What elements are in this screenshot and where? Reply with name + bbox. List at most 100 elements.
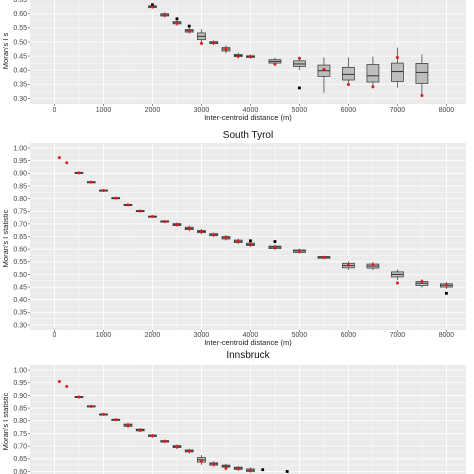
mean-point xyxy=(77,395,81,399)
outlier-point xyxy=(445,291,448,295)
outlier-point xyxy=(187,24,191,28)
x-tick-label: 3000 xyxy=(194,107,210,114)
y-tick-label: 1.00 xyxy=(13,367,27,374)
mean-point xyxy=(163,220,167,224)
y-tick-label: 0.45 xyxy=(13,284,27,291)
mean-point xyxy=(138,209,142,213)
mean-point xyxy=(236,239,240,243)
y-tick-label: 0.65 xyxy=(13,456,27,463)
mean-point xyxy=(248,55,252,59)
panel-title: South Tyrol xyxy=(223,130,273,141)
y-tick-label: 0.65 xyxy=(13,234,27,241)
y-tick-label: 0.65 xyxy=(13,0,27,4)
y-tick-label: 0.35 xyxy=(13,82,27,89)
mean-point xyxy=(371,263,375,267)
mean-point xyxy=(126,203,130,207)
mean-point xyxy=(273,62,277,66)
mean-point xyxy=(57,379,61,383)
mean-point xyxy=(273,246,277,250)
x-tick-label: 6000 xyxy=(341,107,357,114)
y-tick-label: 0.35 xyxy=(13,310,27,317)
outlier-point xyxy=(249,239,252,243)
mean-point xyxy=(420,279,424,283)
x-tick-label: 2000 xyxy=(145,107,161,114)
mean-point xyxy=(297,56,301,60)
y-tick-label: 0.55 xyxy=(13,259,27,266)
x-tick-label: 8000 xyxy=(439,332,455,339)
y-tick-label: 0.40 xyxy=(13,297,27,304)
x-tick-label: 2000 xyxy=(145,332,161,339)
y-tick-label: 0.90 xyxy=(13,171,27,178)
y-tick-label: 0.50 xyxy=(13,272,27,279)
box xyxy=(342,66,355,81)
y-tick-label: 0.30 xyxy=(13,322,27,329)
y-tick-label: 0.95 xyxy=(13,158,27,165)
y-tick-label: 0.95 xyxy=(13,380,27,387)
mean-point xyxy=(322,67,326,71)
y-tick-label: 0.80 xyxy=(13,418,27,425)
box xyxy=(391,62,404,82)
mean-point xyxy=(126,424,130,428)
outlier-point xyxy=(175,17,179,21)
panel-title: Innsbruck xyxy=(226,350,270,361)
mean-point xyxy=(224,47,228,51)
mean-point xyxy=(65,161,69,165)
mean-point xyxy=(150,434,154,438)
outlier-point xyxy=(151,3,154,7)
mean-point xyxy=(187,449,191,453)
mean-point xyxy=(101,412,105,416)
mean-point xyxy=(236,54,240,58)
mean-point xyxy=(248,468,252,472)
x-axis-title: Inter-centroid distance (m) xyxy=(204,338,292,347)
y-tick-label: 0.60 xyxy=(13,247,27,254)
y-tick-label: 0.30 xyxy=(13,96,27,103)
mean-point xyxy=(199,230,203,234)
mean-point xyxy=(65,385,69,389)
y-tick-label: 0.60 xyxy=(13,11,27,18)
plot-background xyxy=(30,365,466,474)
mean-point xyxy=(175,21,179,25)
mean-point xyxy=(175,223,179,227)
chart-panel-0: 0.30 0.35 0.40 0.45 0.50 0.55 0.60 0.65 0 1000 200… xyxy=(1,0,466,122)
mean-point xyxy=(89,180,93,184)
x-tick-label: 3000 xyxy=(194,332,210,339)
chart-panel-2: 0.60 0.65 0.70 0.75 0.80 0.85 0.90 0.95 1.00 Mora… xyxy=(1,350,466,474)
box xyxy=(366,64,380,83)
box xyxy=(415,63,429,84)
x-tick-label: 6000 xyxy=(341,332,357,339)
mean-point xyxy=(114,196,118,200)
x-tick-label: 5000 xyxy=(292,107,308,114)
x-tick-label: 1000 xyxy=(96,332,112,339)
mean-point xyxy=(346,83,350,87)
mean-point xyxy=(77,171,81,175)
y-tick-label: 0.40 xyxy=(13,68,27,75)
mean-point xyxy=(248,242,252,246)
mean-point xyxy=(138,428,142,432)
mean-point xyxy=(187,226,191,230)
y-tick-label: 0.60 xyxy=(13,469,27,474)
y-tick-label: 0.55 xyxy=(13,25,27,32)
mean-point xyxy=(444,283,448,287)
mean-point xyxy=(236,467,240,471)
mean-point xyxy=(297,250,301,254)
mean-point xyxy=(150,5,154,9)
mean-point xyxy=(57,156,61,160)
x-tick-label: 0 xyxy=(53,332,57,339)
y-tick-label: 0.70 xyxy=(13,221,27,228)
mean-point xyxy=(89,404,93,408)
mean-point xyxy=(163,439,167,443)
y-tick-label: 0.90 xyxy=(13,393,27,400)
y-axis-title: Moran's I statistic xyxy=(1,209,10,267)
outlier-point xyxy=(285,470,289,473)
outlier-point xyxy=(298,86,301,90)
mean-point xyxy=(346,263,350,267)
mean-point xyxy=(150,215,154,219)
y-tick-label: 0.45 xyxy=(13,53,27,60)
x-tick-label: 5000 xyxy=(292,332,308,339)
outlier-point xyxy=(261,468,265,472)
mean-point xyxy=(101,189,105,193)
mean-point xyxy=(420,94,424,98)
y-tick-label: 0.70 xyxy=(13,444,27,451)
y-axis-title: Moran's I s xyxy=(1,33,10,70)
